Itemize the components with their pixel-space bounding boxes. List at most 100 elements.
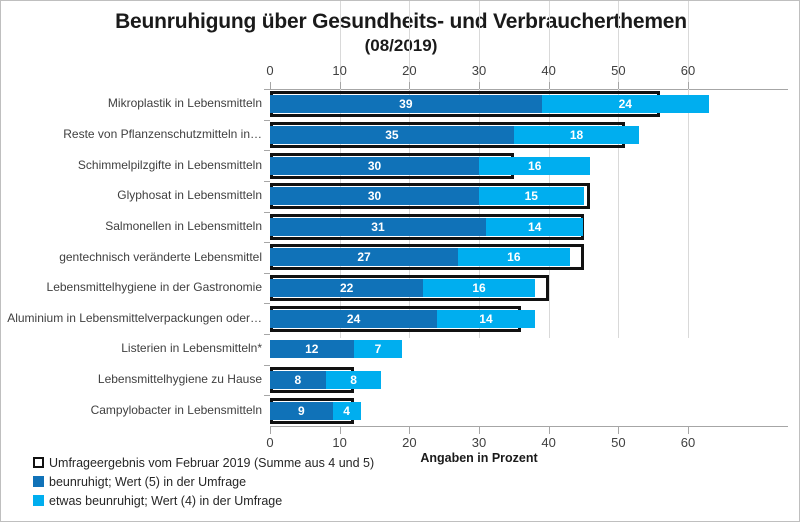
chart-bar-row[interactable]: 24 14 — [1, 303, 535, 334]
axis-tick — [479, 82, 480, 89]
axis-tick — [409, 82, 411, 89]
bar-segment-etwas-beunruhigt[interactable]: 15 — [479, 187, 584, 206]
chart-bar-row[interactable]: 27 16 — [1, 242, 584, 273]
chart-bar-row[interactable]: 39 24 — [1, 89, 709, 120]
axis-tick — [548, 427, 550, 434]
bar-value-label: 9 — [298, 403, 305, 418]
bar-value-label: 22 — [339, 281, 354, 296]
stacked-bar[interactable]: 22 16 — [270, 279, 535, 298]
bar-value-label: 24 — [618, 97, 632, 112]
bar-segment-etwas-beunruhigt[interactable]: 14 — [485, 217, 584, 236]
axis-tick-label: 60 — [680, 435, 696, 450]
axis-tick-label: 30 — [471, 63, 487, 78]
axis-tick — [618, 427, 620, 434]
axis-tick-label: 20 — [402, 435, 417, 450]
outline-swatch-icon — [33, 457, 44, 468]
bar-value-label: 39 — [399, 97, 413, 112]
legend-item-februar-2019[interactable]: Umfrageergebnis vom Februar 2019 (Summe … — [33, 453, 374, 472]
stacked-bar[interactable]: 35 18 — [270, 125, 640, 144]
stacked-bar[interactable]: 30 15 — [270, 187, 584, 206]
axis-tick-label: 0 — [266, 435, 274, 450]
chart-bar-row[interactable]: 35 18 — [1, 120, 640, 151]
axis-tick-label: 20 — [402, 63, 417, 78]
category-label: Aluminium in Lebensmittelverpackungen od… — [7, 310, 262, 325]
legend-label: beunruhigt; Wert (5) in der Umfrage — [49, 474, 247, 489]
category-axis-tick — [264, 211, 270, 213]
bar-segment-beunruhigt[interactable]: 8 — [270, 371, 326, 390]
bar-value-label: 16 — [472, 281, 486, 296]
axis-tick-label: 10 — [332, 63, 347, 78]
bar-segment-etwas-beunruhigt[interactable]: 16 — [479, 156, 591, 175]
legend-item-etwas-beunruhigt[interactable]: etwas beunruhigt; Wert (4) in der Umfrag… — [33, 491, 374, 510]
category-label: Schimmelpilzgifte in Lebensmitteln — [77, 157, 262, 172]
axis-tick-label: 0 — [266, 63, 274, 78]
bar-segment-etwas-beunruhigt[interactable]: 14 — [437, 309, 535, 328]
bar-segment-etwas-beunruhigt[interactable]: 4 — [332, 401, 361, 420]
chart-bar-row[interactable]: 12 7 — [1, 334, 519, 365]
bar-segment-beunruhigt[interactable]: 9 — [270, 401, 333, 420]
axis-tick — [548, 82, 550, 89]
category-axis-tick — [264, 364, 270, 366]
legend-item-beunruhigt[interactable]: beunruhigt; Wert (5) in der Umfrage — [33, 472, 374, 491]
bar-value-label: 14 — [479, 311, 493, 326]
category-axis-tick — [264, 150, 270, 152]
axis-tick — [270, 427, 271, 434]
bar-segment-etwas-beunruhigt[interactable]: 16 — [423, 279, 535, 298]
axis-tick-label: 50 — [611, 435, 626, 450]
bar-segment-etwas-beunruhigt[interactable]: 8 — [325, 371, 382, 390]
bar-segment-etwas-beunruhigt[interactable]: 24 — [541, 95, 709, 114]
stacked-bar[interactable]: 31 14 — [270, 217, 584, 236]
chart-bar-row[interactable]: 31 14 — [1, 212, 584, 243]
category-axis-tick — [264, 272, 270, 274]
x-axis-title: Angaben in Prozent — [420, 451, 538, 465]
bar-segment-beunruhigt[interactable]: 22 — [270, 279, 424, 298]
bar-segment-beunruhigt[interactable]: 27 — [270, 248, 459, 267]
bar-value-label: 12 — [305, 342, 319, 357]
stacked-bar[interactable]: 24 14 — [270, 309, 535, 328]
stacked-bar[interactable]: 30 16 — [270, 156, 591, 175]
bar-segment-beunruhigt[interactable]: 30 — [270, 156, 479, 175]
stacked-bar[interactable]: 39 24 — [270, 95, 709, 114]
category-axis-tick — [264, 395, 270, 397]
gridline — [618, 1, 620, 338]
category-label: Lebensmittelhygiene zu Hause — [97, 372, 262, 387]
axis-tick-label: 40 — [541, 435, 556, 450]
category-label: Listerien in Lebensmitteln* — [121, 341, 262, 356]
chart-bar-row[interactable]: 30 15 — [1, 181, 591, 212]
bar-value-label: 7 — [374, 342, 382, 357]
category-label: gentechnisch veränderte Lebensmittel — [59, 249, 262, 264]
bar-value-label: 18 — [569, 127, 584, 142]
axis-tick — [479, 427, 480, 434]
axis-tick — [688, 82, 689, 89]
bar-value-label: 30 — [367, 189, 382, 204]
category-axis-tick — [264, 89, 270, 90]
bar-segment-etwas-beunruhigt[interactable]: 7 — [353, 340, 403, 359]
bar-value-label: 16 — [528, 158, 542, 173]
category-label: Salmonellen in Lebensmitteln — [105, 218, 262, 233]
chart-legend: Umfrageergebnis vom Februar 2019 (Summe … — [33, 453, 374, 510]
bar-segment-beunruhigt[interactable]: 30 — [270, 187, 479, 206]
bar-segment-etwas-beunruhigt[interactable]: 16 — [458, 248, 570, 267]
chart-bar-row[interactable]: 22 16 — [1, 273, 549, 304]
axis-line-bottom — [270, 426, 788, 427]
category-axis-tick — [264, 180, 270, 182]
stacked-bar[interactable]: 27 16 — [270, 248, 570, 267]
category-axis-tick — [264, 242, 270, 244]
bar-value-label: 27 — [357, 250, 371, 265]
bar-value-label: 8 — [350, 373, 357, 388]
axis-tick-label: 30 — [471, 435, 487, 450]
bar-segment-beunruhigt[interactable]: 12 — [270, 340, 354, 359]
bar-segment-beunruhigt[interactable]: 31 — [270, 217, 486, 236]
bar-segment-etwas-beunruhigt[interactable]: 18 — [513, 125, 640, 144]
category-label: Reste von Pflanzenschutzmitteln in… — [63, 126, 262, 141]
bar-segment-beunruhigt[interactable]: 24 — [270, 309, 438, 328]
bar-segment-beunruhigt[interactable]: 39 — [270, 95, 542, 114]
chart-bar-row[interactable]: 30 16 — [1, 150, 591, 181]
light-blue-swatch-icon — [33, 495, 44, 506]
stacked-bar[interactable]: 12 7 — [270, 340, 403, 359]
bar-segment-beunruhigt[interactable]: 35 — [270, 125, 514, 144]
